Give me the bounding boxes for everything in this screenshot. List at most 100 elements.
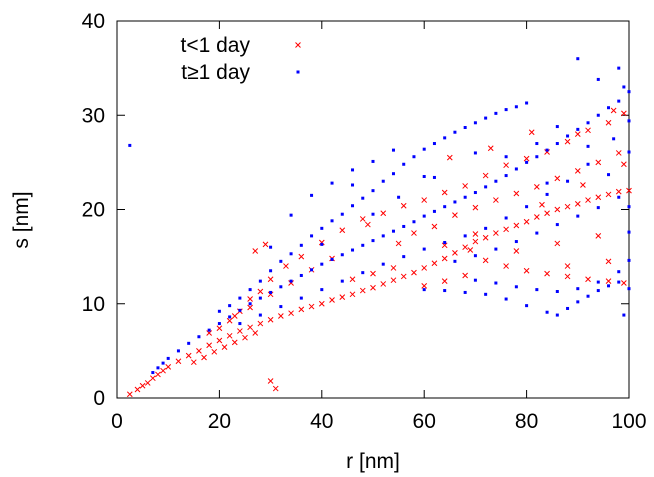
data-point xyxy=(361,271,365,275)
data-point xyxy=(545,148,549,152)
data-point xyxy=(576,214,580,218)
data-point xyxy=(381,234,385,238)
data-point xyxy=(258,279,262,283)
data-point xyxy=(370,284,376,291)
data-point xyxy=(320,262,324,266)
data-point xyxy=(615,188,622,195)
data-point xyxy=(330,181,334,185)
data-point xyxy=(605,191,612,198)
data-point xyxy=(467,247,474,253)
data-point xyxy=(484,226,488,230)
data-point xyxy=(576,300,580,304)
data-point xyxy=(494,281,498,285)
data-point xyxy=(586,162,590,166)
data-point xyxy=(544,270,550,277)
data-point xyxy=(320,288,324,292)
data-point xyxy=(211,348,218,355)
data-point xyxy=(349,291,356,298)
data-point xyxy=(283,263,289,269)
data-point xyxy=(298,253,305,260)
series-layer xyxy=(126,57,632,398)
data-point xyxy=(446,154,453,161)
data-point xyxy=(411,230,417,236)
data-point xyxy=(523,155,530,162)
data-point xyxy=(621,280,627,286)
y-tick-label: 30 xyxy=(82,104,105,127)
data-point xyxy=(574,168,581,174)
data-point xyxy=(330,257,334,261)
data-point xyxy=(318,300,325,307)
data-point xyxy=(504,297,508,301)
data-point xyxy=(380,210,387,217)
data-point xyxy=(126,391,133,398)
data-point xyxy=(402,162,406,166)
data-point xyxy=(370,270,376,277)
data-point xyxy=(187,341,191,345)
data-point xyxy=(308,303,315,310)
data-point xyxy=(226,332,233,339)
data-point xyxy=(422,214,426,218)
data-point xyxy=(605,258,612,265)
data-point xyxy=(397,195,401,199)
data-point xyxy=(216,337,223,344)
data-point xyxy=(421,197,428,203)
x-tick-label: 20 xyxy=(208,410,231,433)
x-tick-label: 40 xyxy=(310,410,333,433)
data-point xyxy=(503,162,509,169)
data-point xyxy=(617,195,621,199)
data-point xyxy=(443,240,447,244)
data-point xyxy=(473,151,477,155)
data-point xyxy=(504,216,508,220)
data-point xyxy=(484,292,488,296)
x-tick-label: 60 xyxy=(413,410,436,433)
data-point xyxy=(622,85,626,89)
data-point xyxy=(160,367,166,374)
data-point xyxy=(351,248,355,252)
data-point xyxy=(340,212,344,216)
data-point xyxy=(472,231,479,237)
data-point xyxy=(596,280,600,284)
data-point xyxy=(156,366,160,370)
data-point xyxy=(441,189,448,196)
legend-marker xyxy=(295,42,301,48)
data-point xyxy=(299,296,303,300)
data-point xyxy=(288,310,294,317)
data-point xyxy=(607,284,611,288)
data-point xyxy=(533,214,540,220)
data-point xyxy=(351,183,355,187)
data-point xyxy=(431,260,438,267)
data-point xyxy=(453,259,457,263)
data-point xyxy=(596,77,600,81)
data-point xyxy=(421,282,428,289)
data-point xyxy=(462,272,469,279)
data-point xyxy=(422,288,426,292)
data-point xyxy=(545,192,549,196)
data-point xyxy=(535,142,539,146)
data-point xyxy=(525,304,529,308)
data-point xyxy=(504,108,508,112)
data-point xyxy=(539,201,545,208)
data-point xyxy=(513,248,520,254)
data-point xyxy=(206,342,213,349)
data-point xyxy=(596,113,600,117)
data-point xyxy=(421,265,428,271)
data-point xyxy=(165,364,172,370)
data-point xyxy=(566,179,570,183)
data-point xyxy=(627,119,631,123)
data-point xyxy=(248,288,252,292)
legend-marker xyxy=(296,70,300,74)
data-point xyxy=(412,220,416,224)
data-point xyxy=(402,224,406,228)
data-point xyxy=(586,121,590,125)
data-point xyxy=(564,203,571,210)
data-point xyxy=(514,240,518,244)
data-point xyxy=(596,289,600,293)
data-point xyxy=(617,66,621,70)
data-point xyxy=(452,212,458,219)
data-point xyxy=(576,127,580,131)
data-point xyxy=(494,111,498,115)
data-point xyxy=(574,200,581,207)
data-point xyxy=(288,280,294,286)
data-point xyxy=(206,330,213,336)
data-point xyxy=(381,179,385,183)
